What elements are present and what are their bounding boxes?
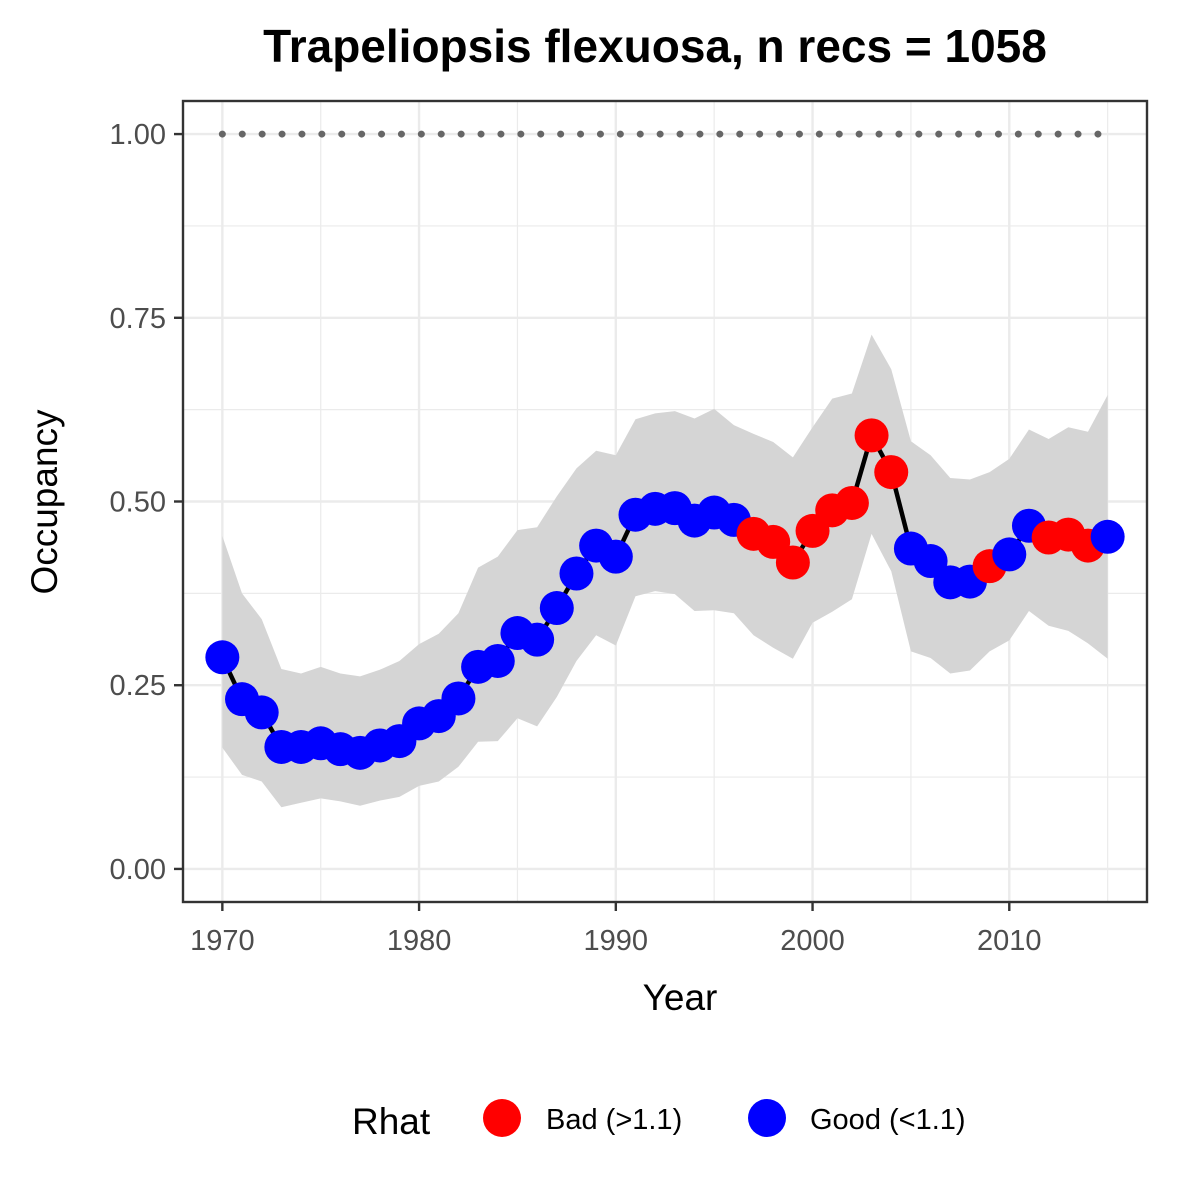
legend-label: Good (<1.1) xyxy=(810,1104,966,1136)
x-tick-label: 2000 xyxy=(780,925,845,957)
legend-label: Bad (>1.1) xyxy=(546,1104,682,1136)
confidence-ribbon xyxy=(222,334,1108,808)
x-axis-title: Year xyxy=(643,977,718,1018)
y-tick-label: 0.25 xyxy=(110,670,166,702)
data-point xyxy=(244,695,279,730)
data-point xyxy=(854,418,889,453)
data-point xyxy=(480,643,515,678)
y-tick-label: 1.00 xyxy=(110,119,166,151)
data-point xyxy=(834,485,869,520)
chart-title: Trapeliopsis flexuosa, n recs = 1058 xyxy=(263,20,1047,72)
legend-key xyxy=(483,1099,521,1137)
data-point xyxy=(775,545,810,580)
data-point xyxy=(559,556,594,591)
y-tick-label: 0.00 xyxy=(110,854,166,886)
legend-item: Bad (>1.1) xyxy=(483,1099,682,1137)
data-point xyxy=(205,640,240,675)
x-tick-label: 1980 xyxy=(387,925,452,957)
data-point xyxy=(992,537,1027,572)
legend: Bad (>1.1) Good (<1.1) xyxy=(483,1099,966,1137)
x-tick-label: 1970 xyxy=(190,925,255,957)
x-tick-label: 2010 xyxy=(977,925,1042,957)
data-point xyxy=(441,681,476,716)
legend-item: Good (<1.1) xyxy=(748,1099,966,1137)
data-point xyxy=(874,455,909,490)
y-tick-label: 0.50 xyxy=(110,487,166,519)
y-axis-title: Occupancy xyxy=(24,409,65,595)
data-point xyxy=(598,539,633,574)
plot-area xyxy=(181,99,1149,904)
y-tick-label: 0.75 xyxy=(110,303,166,335)
legend-key xyxy=(748,1099,786,1137)
data-point xyxy=(520,622,555,657)
data-point xyxy=(1090,519,1125,554)
x-tick-label: 1990 xyxy=(584,925,649,957)
legend-title: Rhat xyxy=(352,1101,431,1142)
data-point xyxy=(539,591,574,626)
